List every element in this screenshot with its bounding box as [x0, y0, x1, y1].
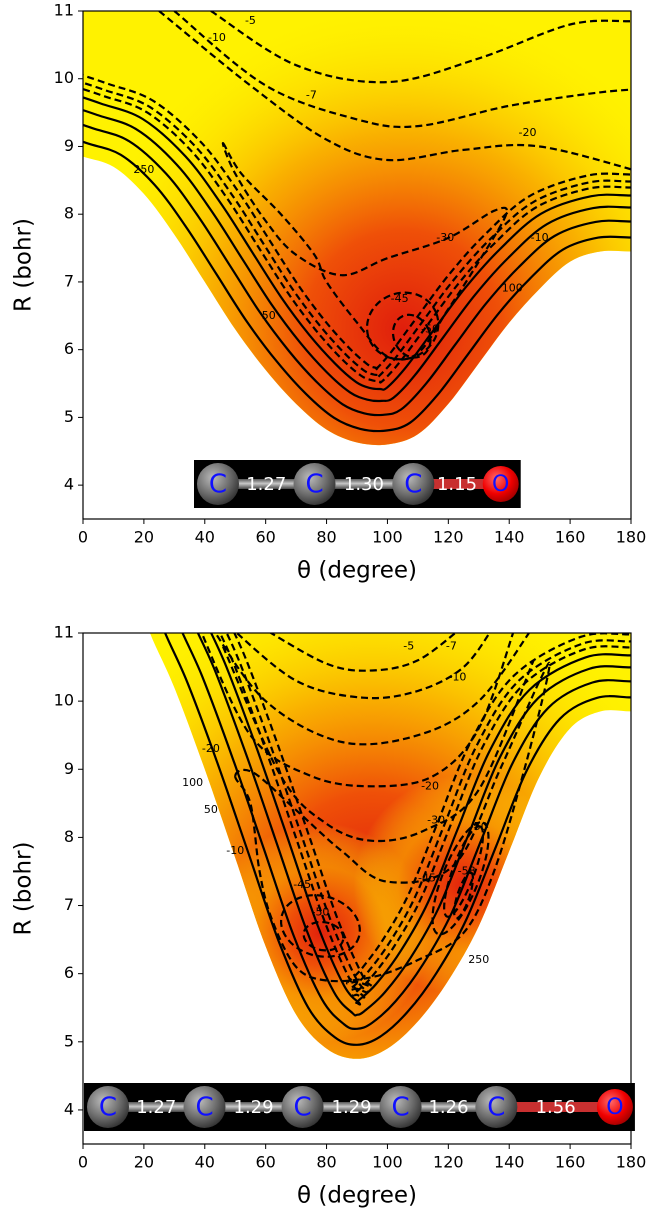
atom-label: C — [195, 1093, 213, 1123]
contour-label: 100 — [502, 282, 523, 295]
y-tick-label: 4 — [64, 1099, 74, 1118]
y-tick-label: 11 — [54, 623, 74, 642]
contour-label: -50 — [421, 322, 439, 335]
contour-label: -58 — [458, 864, 476, 877]
y-tick-label: 9 — [64, 759, 74, 778]
bond-label: 1.29 — [332, 1097, 372, 1118]
x-tick-label: 100 — [372, 528, 403, 547]
contour-label: -50 — [470, 820, 488, 833]
contour-label: -5 — [245, 14, 256, 27]
x-tick-label: 180 — [616, 528, 647, 547]
y-tick-label: 10 — [54, 68, 74, 87]
x-axis-label: θ (degree) — [297, 1183, 417, 1209]
molecule: C C C C C O 1.27 1.29 1.29 1.26 1.56 — [84, 1083, 635, 1131]
y-tick-label: 7 — [64, 895, 74, 914]
contour-label: -20 — [421, 779, 439, 792]
x-axis-label: θ (degree) — [297, 558, 417, 584]
molecule: C C C O 1.27 1.30 1.15 — [194, 460, 521, 508]
contour-label: -7 — [306, 89, 317, 102]
x-tick-label: 140 — [494, 528, 525, 547]
atom-label: C — [293, 1093, 311, 1123]
contour-label: -10 — [208, 31, 226, 44]
x-tick-label: 80 — [316, 528, 336, 547]
contour-label: -30 — [427, 813, 445, 826]
x-tick-label: 20 — [134, 528, 154, 547]
x-tick-label: 40 — [195, 528, 215, 547]
contour-label: 50 — [262, 309, 276, 322]
bond-label: 1.27 — [246, 474, 286, 495]
x-tick-label: 160 — [555, 1153, 586, 1172]
x-tick-label: 60 — [255, 1153, 275, 1172]
x-tick-label: 140 — [494, 1153, 525, 1172]
contour-label: -5 — [403, 640, 414, 653]
y-axis-label: R (bohr) — [11, 842, 37, 936]
x-tick-label: 80 — [316, 1153, 336, 1172]
contour-label: -10 — [448, 670, 466, 683]
atom-label: O — [492, 472, 509, 497]
y-tick-label: 8 — [64, 204, 74, 223]
y-tick-label: 10 — [54, 691, 74, 710]
bond-label: 1.29 — [234, 1097, 274, 1118]
y-tick-label: 11 — [54, 1, 74, 20]
plot-area: -5 -7 -10 -20 -30 -50 -45 -58 -45 -50 -20 100 50 -10 2… — [63, 570, 651, 1059]
atom-label: C — [392, 1093, 410, 1123]
bond-label: 1.27 — [136, 1097, 176, 1118]
contour-label: -45 — [293, 878, 311, 891]
y-tick-label: 4 — [64, 475, 74, 494]
atom-label: C — [487, 1093, 505, 1123]
atom-label: C — [99, 1093, 117, 1123]
x-tick-label: 160 — [555, 528, 586, 547]
contour-label: -10 — [531, 231, 549, 244]
contour-label: -45 — [418, 871, 436, 884]
plot-area: -5 -10 -7 -20 -30 -45 -50 250 50 100 -10 — [53, 0, 651, 445]
bond-label: 1.56 — [536, 1097, 576, 1118]
x-tick-label: 40 — [195, 1153, 215, 1172]
atom-label: C — [305, 470, 323, 500]
x-tick-label: 100 — [372, 1153, 403, 1172]
bond-label: 1.15 — [437, 474, 477, 495]
contour-label: 100 — [182, 776, 203, 789]
bond-label: 1.26 — [428, 1097, 468, 1118]
y-tick-label: 5 — [64, 407, 74, 426]
contour-label: -20 — [519, 126, 537, 139]
x-tick-label: 180 — [616, 1153, 647, 1172]
contour-label: 50 — [204, 803, 218, 816]
contour-label: -50 — [311, 905, 329, 918]
contour-label: -10 — [226, 844, 244, 857]
atom-label: C — [209, 470, 227, 500]
contour-label: -7 — [446, 640, 457, 653]
x-tick-label: 120 — [433, 528, 464, 547]
y-axis-label: R (bohr) — [11, 218, 37, 312]
contour-label: -45 — [391, 292, 409, 305]
contour-label: 250 — [133, 163, 154, 176]
bond-label: 1.30 — [344, 474, 384, 495]
y-tick-label: 5 — [64, 1031, 74, 1050]
atom-label: C — [404, 470, 422, 500]
y-tick-label: 9 — [64, 136, 74, 155]
x-tick-label: 60 — [255, 528, 275, 547]
y-tick-label: 7 — [64, 271, 74, 290]
y-tick-label: 6 — [64, 963, 74, 982]
y-tick-label: 6 — [64, 339, 74, 358]
contour-label: -20 — [202, 742, 220, 755]
x-tick-label: 0 — [78, 1153, 88, 1172]
contour-label: 250 — [468, 953, 489, 966]
contour-label: -30 — [436, 231, 454, 244]
x-tick-label: 120 — [433, 1153, 464, 1172]
x-tick-label: 20 — [134, 1153, 154, 1172]
atom-label: O — [606, 1095, 623, 1120]
y-tick-label: 8 — [64, 827, 74, 846]
x-tick-label: 0 — [78, 528, 88, 547]
